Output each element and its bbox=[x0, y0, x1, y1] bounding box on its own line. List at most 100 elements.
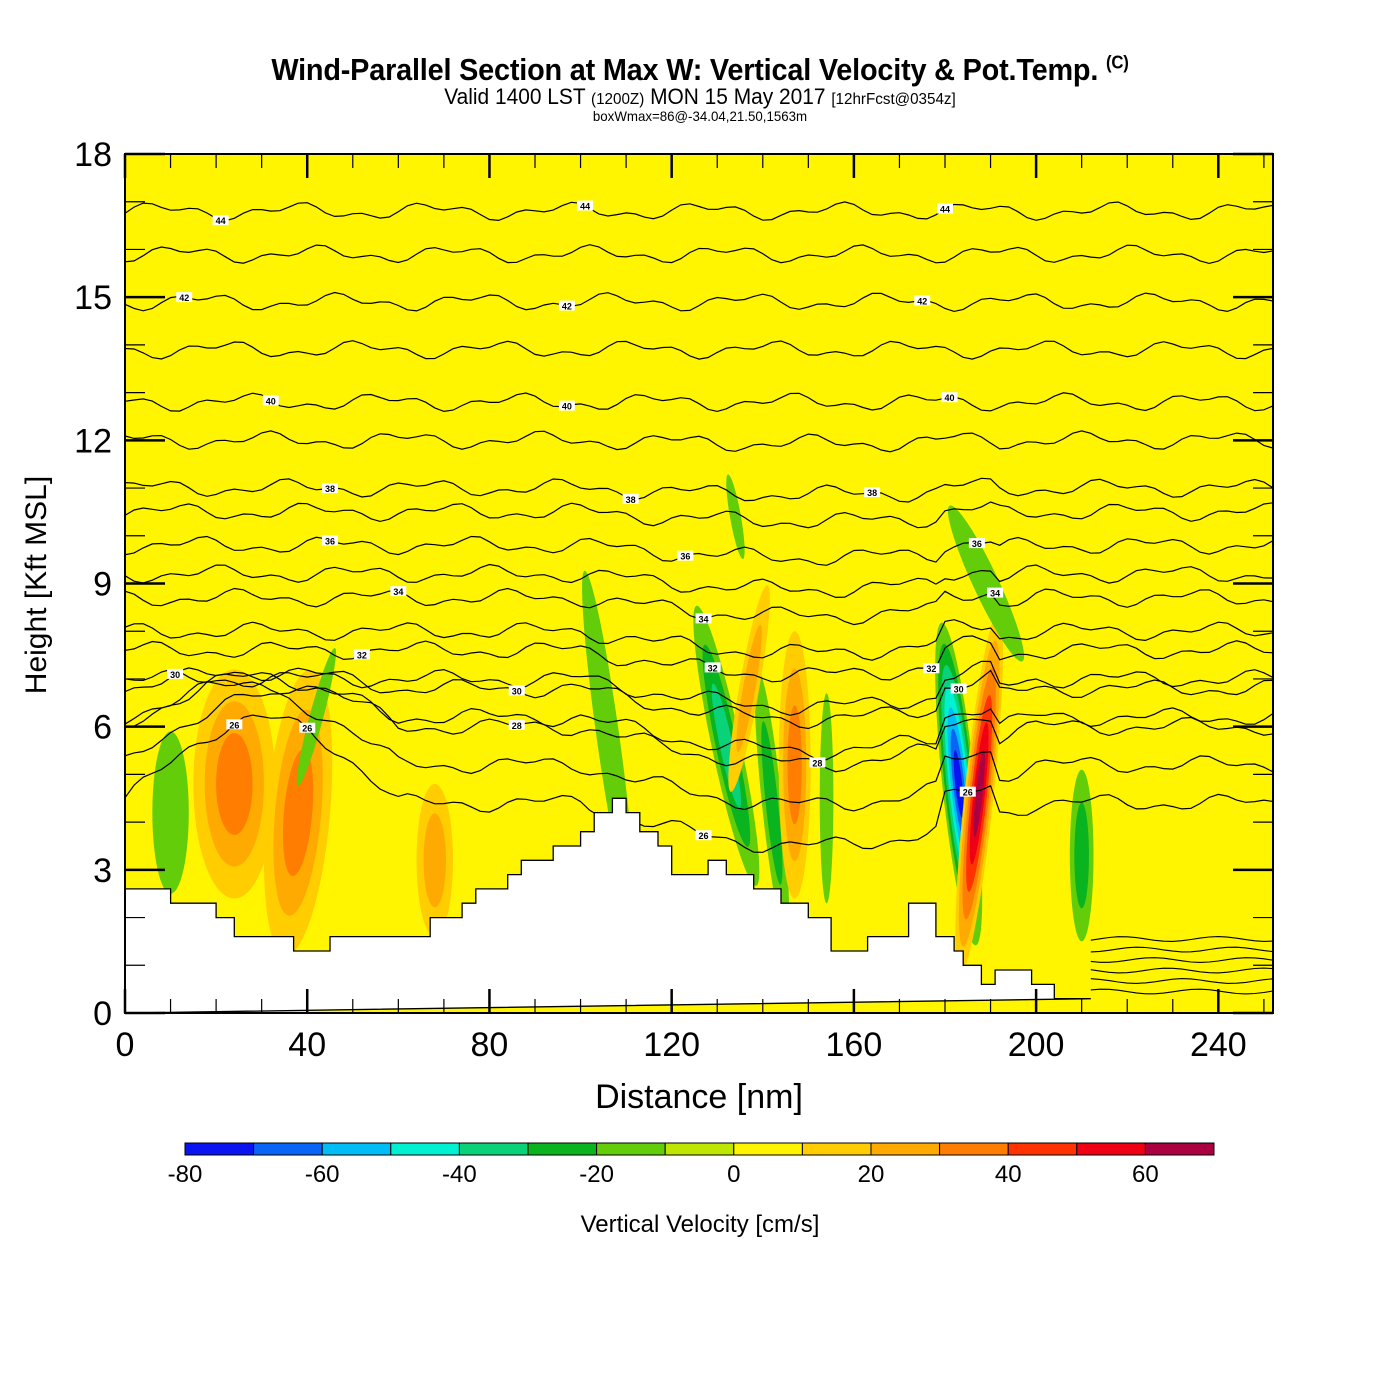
contour-label: 38 bbox=[626, 495, 636, 505]
theta-contour-30 bbox=[125, 667, 1273, 730]
colorbar-bin bbox=[939, 1142, 1009, 1156]
updraft-blob bbox=[282, 749, 314, 876]
contour-label-box bbox=[212, 215, 229, 226]
colorbar-bin bbox=[321, 1142, 392, 1156]
contour-label: 36 bbox=[680, 552, 690, 562]
theta-contour-41 bbox=[125, 340, 1273, 360]
theta-contour-43 bbox=[125, 244, 1273, 265]
theta-contour-29 bbox=[125, 680, 1273, 761]
contour-label: 40 bbox=[266, 396, 276, 406]
colorbar-bin bbox=[253, 1142, 323, 1156]
downdraft-blob bbox=[761, 721, 783, 885]
contour-label-box bbox=[987, 587, 1004, 598]
colorbar-bin bbox=[596, 1142, 666, 1156]
updraft-blob bbox=[787, 705, 802, 825]
downdraft-blob bbox=[152, 731, 189, 894]
contour-label: 38 bbox=[325, 484, 335, 494]
contour-label: 42 bbox=[179, 293, 189, 303]
contour-label-box bbox=[262, 395, 279, 406]
contour-label: 30 bbox=[954, 685, 964, 695]
contour-label-box bbox=[508, 685, 525, 696]
w-shading bbox=[125, 154, 1273, 1013]
x-tick-label: 240 bbox=[1190, 1026, 1247, 1064]
contour-label: 36 bbox=[972, 539, 982, 549]
theta-contour-low bbox=[1090, 946, 1273, 953]
contour-label-box bbox=[226, 719, 243, 730]
colorbar-bin bbox=[733, 1142, 803, 1156]
colorbar-bin bbox=[390, 1142, 460, 1156]
theta-contour-low bbox=[1090, 988, 1273, 995]
w-streak-positive bbox=[241, 440, 326, 679]
valid-time: Valid 1400 LST bbox=[444, 84, 586, 109]
w-streak-positive bbox=[496, 607, 563, 870]
y-tick-label: 6 bbox=[93, 709, 112, 747]
downdraft-blob bbox=[953, 749, 964, 818]
x-tick-label: 0 bbox=[116, 1026, 135, 1064]
y-tick-label: 3 bbox=[93, 852, 112, 890]
downdraft-blob bbox=[726, 474, 745, 559]
updraft-blob bbox=[973, 749, 985, 838]
contour-label: 36 bbox=[325, 536, 335, 546]
contour-label: 34 bbox=[990, 589, 1000, 599]
contour-labels: 44 44 44 42 42 42 40 40 40 38 38 38 36 36 36 34 34 34 32 32… bbox=[167, 200, 1004, 841]
x-axis-label: Distance [nm] bbox=[595, 1078, 803, 1116]
contour-label-box bbox=[968, 538, 985, 549]
w-streak-positive bbox=[919, 249, 1046, 632]
theta-contours bbox=[125, 201, 1273, 995]
contour-label: 38 bbox=[867, 488, 877, 498]
w-streak-positive bbox=[1155, 583, 1251, 799]
contour-label: 32 bbox=[926, 664, 936, 674]
theta-contour-38 bbox=[125, 477, 1273, 503]
theta-contour-40 bbox=[125, 392, 1273, 413]
copyright-mark: (C) bbox=[1105, 52, 1129, 73]
contour-label-box bbox=[390, 586, 407, 597]
colorbar-bin bbox=[664, 1142, 735, 1156]
updraft-blob bbox=[423, 813, 446, 908]
colorbar-bin bbox=[458, 1142, 529, 1156]
w-streak-positive bbox=[837, 154, 955, 512]
contour-label: 34 bbox=[699, 614, 709, 624]
contour-label-box bbox=[695, 830, 712, 841]
contour-label-box bbox=[950, 683, 967, 694]
x-tick-label: 200 bbox=[1008, 1026, 1065, 1064]
theta-contour-33 bbox=[125, 619, 1273, 661]
terrain-profile bbox=[125, 797, 1091, 1013]
colorbar-bin bbox=[1144, 1142, 1215, 1156]
contour-label-box bbox=[299, 722, 316, 733]
colorbar-bin bbox=[527, 1142, 598, 1156]
colorbar-label: Vertical Velocity [cm/s] bbox=[581, 1211, 820, 1238]
theta-contour-low bbox=[1090, 957, 1273, 963]
valid-date: MON 15 May 2017 bbox=[650, 84, 826, 109]
w-streak-positive bbox=[125, 154, 153, 861]
downdraft-blob bbox=[1074, 802, 1089, 909]
title-text: Wind-Parallel Section at Max W: Vertical… bbox=[271, 52, 1099, 87]
y-tick-label: 18 bbox=[74, 136, 112, 174]
contour-label: 28 bbox=[512, 721, 522, 731]
contour-label-box bbox=[558, 300, 575, 311]
contour-label: 40 bbox=[945, 393, 955, 403]
box-info: boxWmax=86@-34.04,21.50,1563m bbox=[592, 108, 808, 124]
contour-label: 26 bbox=[229, 720, 239, 730]
x-tick-label: 160 bbox=[826, 1026, 883, 1064]
updraft-blob bbox=[216, 733, 253, 835]
contour-label: 44 bbox=[580, 202, 590, 212]
forecast-info: [12hrFcst@0354z] bbox=[831, 91, 956, 108]
w-streak-positive bbox=[299, 488, 367, 775]
y-tick-label: 9 bbox=[93, 566, 112, 604]
theta-contour-27 bbox=[125, 693, 1273, 812]
contour-label-box bbox=[677, 550, 694, 561]
colorbar-tick-label: -40 bbox=[442, 1161, 477, 1188]
contour-label-box bbox=[864, 487, 881, 498]
w-streak-positive bbox=[535, 154, 640, 560]
contour-label-box bbox=[704, 662, 721, 673]
colorbar-tick-label: 0 bbox=[727, 1161, 740, 1188]
w-streak-positive bbox=[1004, 392, 1150, 775]
contour-label-box bbox=[322, 535, 338, 546]
w-streak-positive bbox=[724, 249, 781, 584]
theta-contour-37 bbox=[125, 501, 1273, 529]
w-streak-positive bbox=[608, 249, 649, 489]
valid-utc: (1200Z) bbox=[591, 91, 645, 108]
colorbar-tick-label: 40 bbox=[995, 1161, 1022, 1188]
theta-contour-39 bbox=[125, 430, 1273, 453]
